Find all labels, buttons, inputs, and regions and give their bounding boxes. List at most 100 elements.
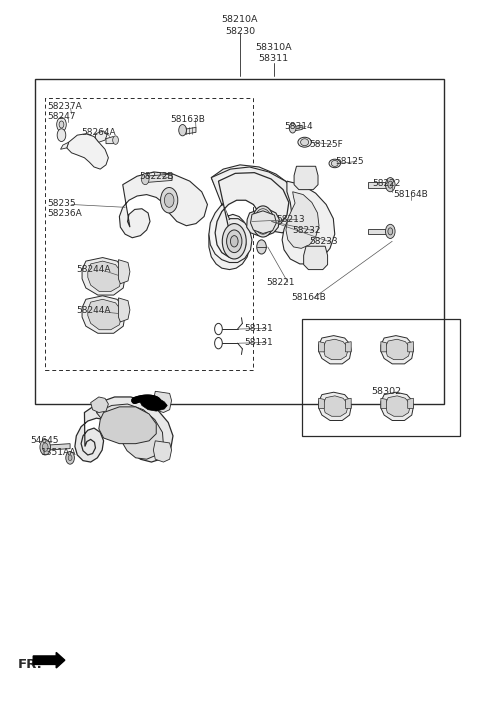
Circle shape <box>40 440 50 455</box>
Polygon shape <box>209 165 302 269</box>
Polygon shape <box>381 392 413 420</box>
Text: 58125F: 58125F <box>310 140 343 149</box>
Polygon shape <box>82 257 125 295</box>
Circle shape <box>385 224 395 238</box>
Circle shape <box>257 240 266 254</box>
Polygon shape <box>88 261 122 291</box>
Text: 58264A: 58264A <box>81 128 116 137</box>
Circle shape <box>68 455 72 461</box>
Polygon shape <box>145 174 172 182</box>
Bar <box>302 319 460 436</box>
Polygon shape <box>106 137 116 144</box>
Polygon shape <box>319 398 324 408</box>
Circle shape <box>42 443 48 452</box>
Circle shape <box>227 230 242 252</box>
Text: 58221: 58221 <box>266 278 295 287</box>
Polygon shape <box>319 392 351 420</box>
Polygon shape <box>96 404 163 459</box>
Text: 54645: 54645 <box>30 436 59 445</box>
Polygon shape <box>48 444 70 450</box>
Text: 58230: 58230 <box>225 27 255 35</box>
Polygon shape <box>119 298 130 322</box>
Circle shape <box>230 235 238 247</box>
Text: 58314: 58314 <box>284 122 312 131</box>
Polygon shape <box>82 296 125 333</box>
Text: 58244A: 58244A <box>76 265 111 274</box>
Polygon shape <box>215 173 289 258</box>
Text: 58164B: 58164B <box>292 294 326 303</box>
Text: 58235: 58235 <box>48 199 76 208</box>
Bar <box>45 98 253 370</box>
Text: 58222: 58222 <box>372 179 400 188</box>
Text: 58210A: 58210A <box>222 16 258 24</box>
Circle shape <box>59 121 64 128</box>
Polygon shape <box>96 131 107 143</box>
Ellipse shape <box>329 160 340 168</box>
Polygon shape <box>386 339 410 359</box>
Polygon shape <box>304 246 327 269</box>
Polygon shape <box>119 259 130 284</box>
Polygon shape <box>154 391 171 413</box>
Circle shape <box>222 223 246 259</box>
Polygon shape <box>67 134 108 169</box>
Polygon shape <box>381 342 386 352</box>
Polygon shape <box>408 342 413 352</box>
Text: 58233: 58233 <box>310 238 338 247</box>
Text: 58237A: 58237A <box>48 102 83 111</box>
Polygon shape <box>91 397 108 413</box>
Circle shape <box>388 181 393 188</box>
Polygon shape <box>75 397 173 462</box>
Text: 58213: 58213 <box>276 215 304 224</box>
Text: 58236A: 58236A <box>48 209 83 218</box>
Polygon shape <box>408 398 413 408</box>
Polygon shape <box>154 441 171 462</box>
Polygon shape <box>324 396 348 416</box>
Polygon shape <box>99 407 156 444</box>
Text: 58131: 58131 <box>244 338 273 347</box>
Polygon shape <box>324 339 348 359</box>
Circle shape <box>164 193 174 207</box>
Polygon shape <box>294 125 302 131</box>
Polygon shape <box>319 335 351 364</box>
Polygon shape <box>247 208 279 235</box>
Polygon shape <box>368 182 390 187</box>
Polygon shape <box>210 171 290 259</box>
Polygon shape <box>381 335 413 364</box>
Text: FR.: FR. <box>18 658 43 671</box>
Circle shape <box>57 129 66 142</box>
Ellipse shape <box>298 138 312 147</box>
Circle shape <box>252 206 274 237</box>
Text: 58222B: 58222B <box>140 172 174 181</box>
Polygon shape <box>209 167 300 262</box>
Polygon shape <box>294 167 318 189</box>
Circle shape <box>257 212 269 230</box>
Circle shape <box>160 187 178 213</box>
Text: 58163B: 58163B <box>170 115 205 124</box>
Text: 1351AA: 1351AA <box>41 447 77 457</box>
Circle shape <box>289 123 296 133</box>
Text: 58164B: 58164B <box>393 190 428 199</box>
Ellipse shape <box>300 139 309 145</box>
Polygon shape <box>381 398 386 408</box>
Polygon shape <box>251 211 276 233</box>
Polygon shape <box>88 299 122 330</box>
Ellipse shape <box>331 160 338 167</box>
Polygon shape <box>346 342 351 352</box>
Text: 58310A: 58310A <box>255 43 292 52</box>
Text: 58311: 58311 <box>258 54 288 63</box>
Text: 58247: 58247 <box>48 112 76 121</box>
Circle shape <box>113 136 119 145</box>
Text: 58125: 58125 <box>336 157 364 166</box>
Circle shape <box>142 174 149 184</box>
Polygon shape <box>141 397 167 411</box>
FancyArrow shape <box>33 652 65 668</box>
Polygon shape <box>120 172 207 238</box>
Polygon shape <box>286 191 319 248</box>
Text: 58232: 58232 <box>293 226 321 235</box>
Polygon shape <box>60 143 69 150</box>
Polygon shape <box>346 398 351 408</box>
Polygon shape <box>183 128 196 135</box>
Circle shape <box>179 125 186 136</box>
Bar <box>35 79 444 404</box>
Circle shape <box>57 118 66 132</box>
